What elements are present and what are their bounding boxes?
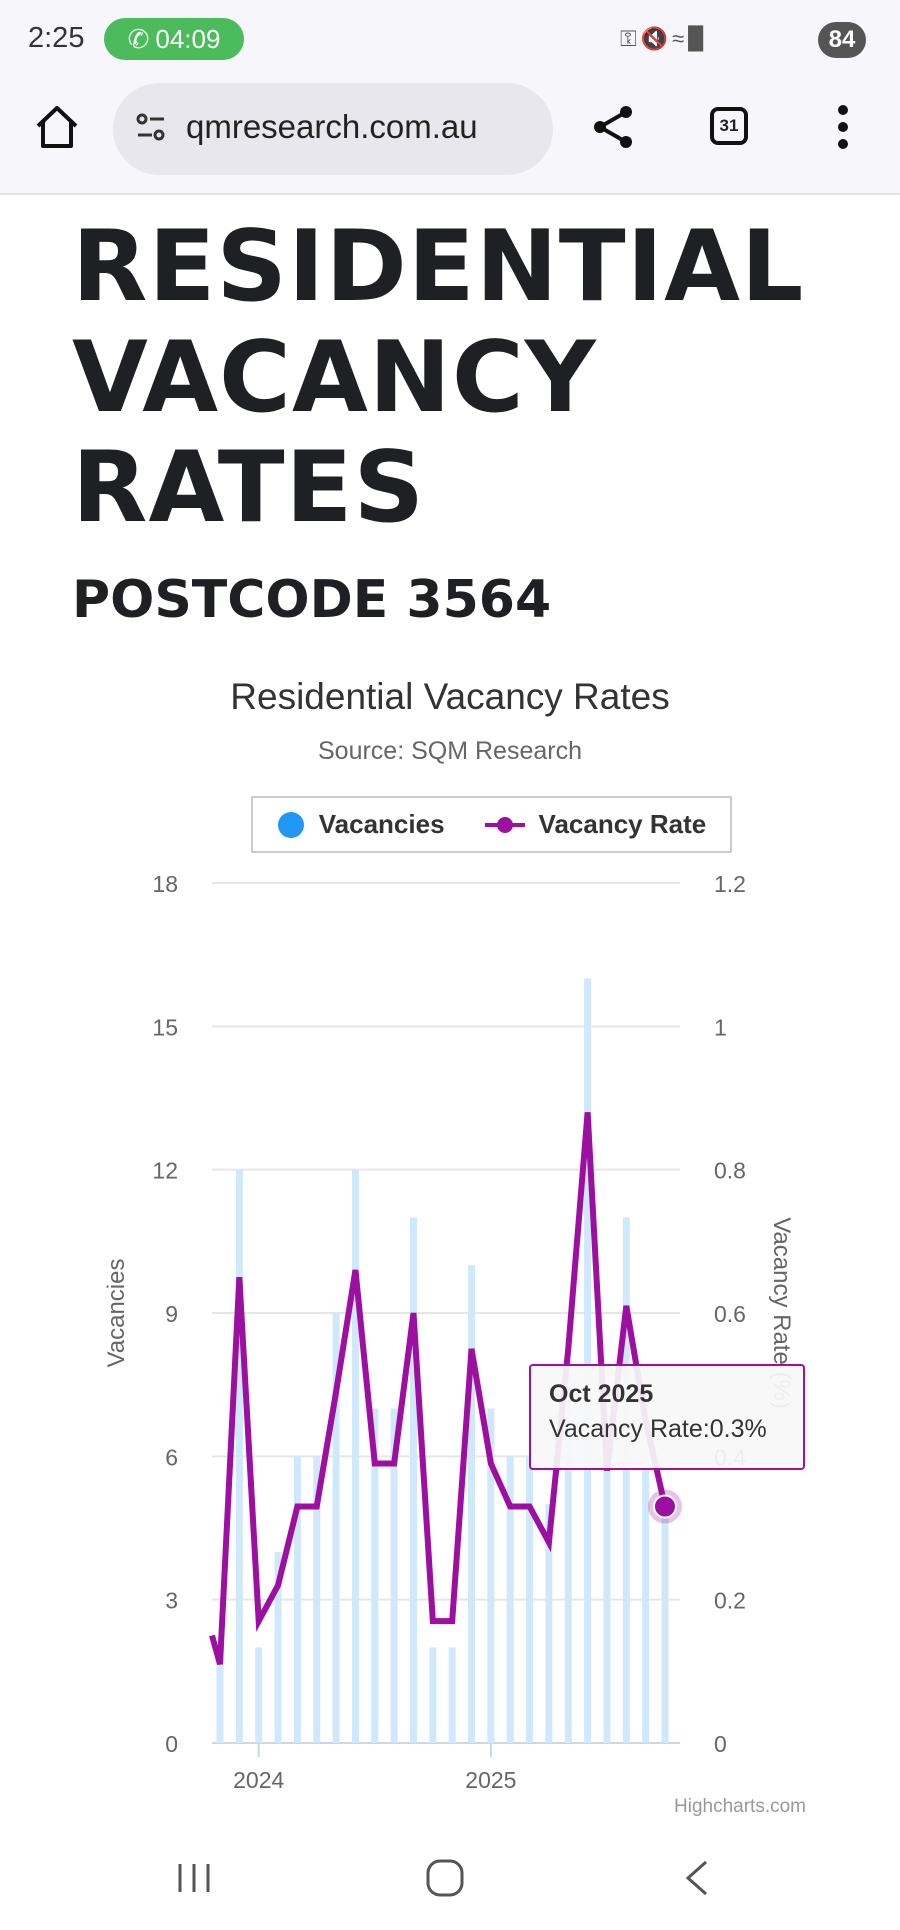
page-title-line-1: RESIDENTIAL [72,210,805,324]
legend-label: Vacancies [318,809,445,839]
more-options-icon[interactable] [836,104,850,150]
y-left-tick-label: 3 [165,1588,178,1614]
home-icon[interactable] [32,102,82,152]
vacancies-bar [661,1504,669,1743]
vacancies-bar [351,1169,359,1743]
tooltip-value: Vacancy Rate:0.3% [549,1415,767,1443]
url-text[interactable]: qmresearch.com.au [186,108,478,145]
y-left-tick-label: 18 [152,871,178,897]
tab-switcher-button[interactable]: 31 [710,107,748,145]
vacancy-rate-point-highlight [653,1494,677,1519]
vacancy-rate-line [209,1112,668,1665]
y-left-tick-label: 9 [165,1301,178,1327]
vacancies-bar [235,1169,243,1743]
y-right-tick-label: 1 [714,1014,727,1040]
back-icon[interactable] [682,1858,712,1898]
call-chip[interactable]: ✆ 04:09 [104,18,244,60]
vacancies-bar [216,1647,224,1743]
y-right-tick-label: 1.2 [714,871,746,897]
share-icon[interactable] [590,104,636,150]
vacancies-bar [332,1313,340,1743]
tooltip-date: Oct 2025 [549,1380,654,1408]
y-right-tick-label: 0 [714,1731,727,1757]
clock: 2:25 [28,22,85,54]
y-left-tick-label: 6 [165,1444,178,1470]
y-right-tick-label: 0.2 [714,1588,746,1614]
legend-item-vacancies[interactable]: Vacancies [277,809,445,840]
vacancies-bar [487,1408,495,1743]
vacancies-bar [584,978,592,1743]
y-left-tick-label: 0 [165,1731,178,1757]
status-icons: ⚿🔇≈▉ [620,26,709,52]
phone-icon: ✆ [127,23,150,54]
page-title-line-2: VACANCY [72,321,597,435]
y-right-tick-label: 0.6 [714,1301,746,1327]
chart-legend: Vacancies Vacancy Rate [251,796,732,853]
vacancies-bar [313,1456,321,1743]
x-tick-label: 2025 [465,1767,516,1793]
address-bar[interactable] [113,83,553,175]
vacancies-bar [390,1408,398,1743]
vacancies-bar [506,1456,514,1743]
vacancies-bar [371,1408,379,1743]
site-settings-icon[interactable] [134,110,168,144]
legend-label: Vacancy Rate [538,809,707,839]
vpn-key-icon: ⚿ [620,26,641,51]
vacancies-bar [448,1647,456,1743]
chart-tooltip: Oct 2025 Vacancy Rate:0.3% [529,1364,805,1470]
chart-title: Residential Vacancy Rates [230,676,670,717]
legend-dot-icon [277,811,304,838]
vacancies-bar [293,1456,301,1743]
legend-item-vacancy-rate[interactable]: Vacancy Rate [484,809,707,840]
y-left-tick-label: 12 [152,1158,178,1184]
vacancies-bar [622,1217,630,1743]
page-title-line-3: RATES [72,431,426,545]
vacancy-chart: 036912151800.20.40.60.811.220242025Vacan… [103,871,795,1793]
postcode-heading: POSTCODE 3564 [72,570,552,630]
vacancies-bar [255,1647,263,1743]
vacancies-bar [526,1456,534,1743]
wifi-icon: ≈ [672,26,689,51]
signal-icon: ▉ [688,26,710,51]
highcharts-credit-link[interactable]: Highcharts.com [674,1796,806,1817]
vacancies-bar [642,1456,650,1743]
vacancies-bar [545,1504,553,1743]
battery-indicator: 84 [818,22,866,58]
call-timer: 04:09 [155,23,221,54]
vacancies-bar [468,1265,476,1743]
x-tick-label: 2024 [233,1767,284,1793]
y-right-tick-label: 0.8 [714,1158,746,1184]
vacancies-bar [409,1217,417,1743]
y-left-axis-title: Vacancies [103,1259,130,1368]
vacancies-bar [564,1360,572,1743]
system-nav-bar [0,1830,900,1930]
recent-apps-icon[interactable] [176,1860,212,1896]
home-nav-icon[interactable] [425,1858,465,1898]
vacancies-bar [274,1551,282,1743]
vacancies-bar [603,1456,611,1743]
y-left-tick-label: 15 [152,1014,178,1040]
legend-line-marker-icon [484,816,525,833]
chart-subtitle: Source: SQM Research [318,737,582,765]
mute-icon: 🔇 [640,26,673,51]
vacancies-bar [429,1647,437,1743]
